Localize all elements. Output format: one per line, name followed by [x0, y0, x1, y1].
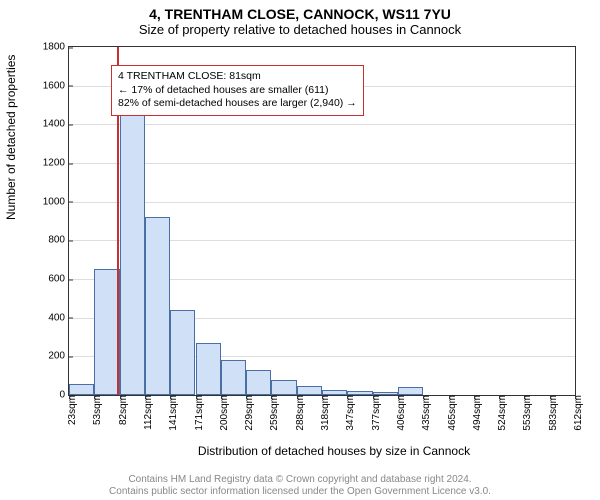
- x-tick-label: 318sqm: [318, 395, 331, 431]
- x-tick-label: 377sqm: [369, 395, 382, 431]
- x-tick-mark: [423, 395, 424, 399]
- y-tick-label: 1800: [43, 42, 69, 53]
- histogram-bar: [221, 360, 246, 395]
- x-axis-label: Distribution of detached houses by size …: [34, 444, 600, 458]
- x-tick-mark: [246, 395, 247, 399]
- x-tick-mark: [550, 395, 551, 399]
- y-tick-label: 600: [48, 274, 69, 285]
- info-box-line-3: 82% of semi-detached houses are larger (…: [118, 97, 357, 111]
- info-box-line-2: ← 17% of detached houses are smaller (61…: [118, 84, 357, 98]
- y-tick-label: 1200: [43, 158, 69, 169]
- x-tick-mark: [524, 395, 525, 399]
- y-axis-label: Number of detached properties: [4, 55, 18, 220]
- histogram-bar: [196, 343, 221, 395]
- x-tick-label: 288sqm: [293, 395, 306, 431]
- x-tick-label: 347sqm: [343, 395, 356, 431]
- x-tick-mark: [196, 395, 197, 399]
- page-subtitle: Size of property relative to detached ho…: [0, 22, 600, 41]
- page-title: 4, TRENTHAM CLOSE, CANNOCK, WS11 7YU: [0, 0, 600, 22]
- y-tick-label: 1600: [43, 80, 69, 91]
- x-tick-label: 112sqm: [141, 395, 154, 430]
- x-tick-mark: [322, 395, 323, 399]
- x-tick-label: 406sqm: [394, 395, 407, 431]
- info-box-line-1: 4 TRENTHAM CLOSE: 81sqm: [118, 70, 357, 84]
- x-tick-mark: [297, 395, 298, 399]
- footer-line-2: Contains public sector information licen…: [0, 486, 600, 498]
- histogram-bar: [246, 370, 271, 395]
- x-tick-mark: [94, 395, 95, 399]
- footer-line-1: Contains HM Land Registry data © Crown c…: [0, 474, 600, 486]
- x-tick-label: 435sqm: [419, 395, 432, 431]
- x-tick-label: 553sqm: [520, 395, 533, 431]
- x-tick-mark: [69, 395, 70, 399]
- x-tick-mark: [271, 395, 272, 399]
- y-tick-label: 1400: [43, 119, 69, 130]
- x-tick-label: 171sqm: [192, 395, 205, 431]
- y-tick-label: 1000: [43, 196, 69, 207]
- gridline: [69, 163, 575, 164]
- x-tick-mark: [373, 395, 374, 399]
- x-tick-mark: [145, 395, 146, 399]
- histogram-bar: [271, 380, 296, 395]
- y-tick-label: 200: [48, 351, 69, 362]
- x-tick-label: 524sqm: [495, 395, 508, 431]
- x-tick-label: 229sqm: [242, 395, 255, 431]
- x-tick-label: 82sqm: [116, 395, 129, 425]
- x-tick-label: 53sqm: [90, 395, 103, 425]
- x-tick-mark: [398, 395, 399, 399]
- x-tick-mark: [170, 395, 171, 399]
- x-tick-mark: [499, 395, 500, 399]
- histogram-bar: [170, 310, 195, 395]
- property-info-box: 4 TRENTHAM CLOSE: 81sqm← 17% of detached…: [111, 65, 364, 116]
- gridline: [69, 124, 575, 125]
- x-tick-label: 583sqm: [546, 395, 559, 431]
- histogram-bar: [145, 217, 170, 395]
- chart-plot-area: 02004006008001000120014001600180023sqm53…: [68, 46, 576, 396]
- x-tick-label: 465sqm: [445, 395, 458, 431]
- x-tick-mark: [474, 395, 475, 399]
- x-tick-label: 612sqm: [571, 395, 584, 431]
- x-tick-mark: [347, 395, 348, 399]
- x-tick-label: 259sqm: [267, 395, 280, 431]
- x-tick-mark: [449, 395, 450, 399]
- gridline: [69, 202, 575, 203]
- x-tick-label: 23sqm: [65, 395, 78, 425]
- x-tick-label: 200sqm: [217, 395, 230, 431]
- y-tick-label: 800: [48, 235, 69, 246]
- histogram-bar: [69, 384, 94, 395]
- y-tick-label: 400: [48, 312, 69, 323]
- x-tick-mark: [120, 395, 121, 399]
- footer-attribution: Contains HM Land Registry data © Crown c…: [0, 474, 600, 498]
- x-tick-label: 141sqm: [166, 395, 179, 431]
- x-tick-mark: [575, 395, 576, 399]
- histogram-bar: [120, 109, 145, 395]
- x-tick-mark: [221, 395, 222, 399]
- histogram-bar: [398, 387, 423, 395]
- x-tick-label: 494sqm: [470, 395, 483, 431]
- histogram-bar: [297, 386, 322, 395]
